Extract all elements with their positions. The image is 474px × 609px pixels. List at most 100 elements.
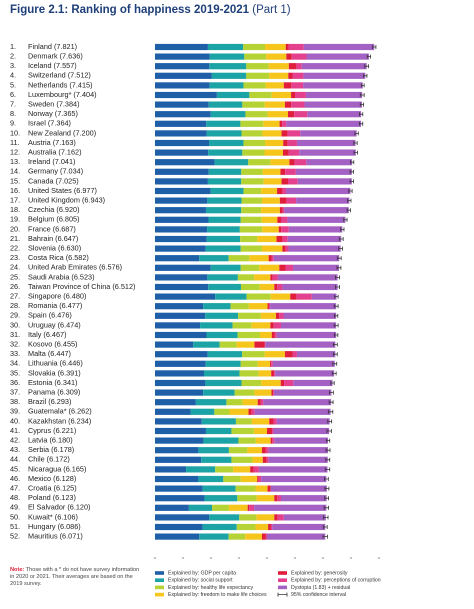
bar-segment [251, 418, 270, 425]
bar-segment [241, 130, 263, 137]
bar-segment [276, 418, 330, 425]
bar-segment [243, 187, 262, 195]
bar-segment [285, 43, 289, 51]
bar-segment [242, 101, 265, 108]
bar-segment [280, 379, 285, 387]
bar-segment [240, 475, 258, 483]
bar-segment [284, 101, 292, 108]
bar-segment [265, 43, 286, 51]
category-label: Italy (6.467) [28, 330, 67, 339]
category-label: Bahrain (6.647) [28, 234, 78, 243]
error-bar [327, 409, 334, 414]
error-bar [366, 54, 371, 59]
bar-segment [155, 130, 207, 137]
legend-label: Explained by: freedom to make life choic… [168, 592, 267, 598]
bar-segment [155, 447, 199, 454]
bar-segment [286, 197, 297, 204]
bar-segment [155, 389, 204, 396]
bar-segment [211, 72, 247, 79]
bar-segment [228, 504, 248, 511]
rank-label: 50. [10, 512, 20, 521]
bar-segment [272, 360, 335, 367]
bar-segment [233, 466, 251, 473]
bar-segment [284, 207, 349, 214]
bar-segment [241, 168, 263, 175]
error-bar [340, 227, 345, 232]
bar-segment [288, 63, 297, 70]
bar-segment [261, 447, 266, 454]
error-bar [359, 102, 364, 107]
bar-segment [254, 341, 265, 348]
bar-segment [155, 264, 211, 271]
bar-segment [283, 82, 292, 89]
category-label: Canada (7.025) [28, 176, 79, 185]
bar-segment [261, 245, 283, 252]
category-label: Mauritius (6.071) [28, 532, 83, 541]
bar-segment [247, 447, 262, 454]
category-label: Israel (7.364) [28, 119, 71, 128]
rank-label: 17. [10, 196, 20, 205]
bar-segment [242, 351, 265, 358]
bar-segment [273, 418, 277, 425]
error-bar [332, 352, 338, 357]
category-label: Germany (7.034) [28, 167, 83, 176]
bar-segment [254, 408, 331, 415]
bar-segment [251, 322, 271, 329]
bar-segment [155, 120, 207, 127]
legend-label: Explained by: perceptions of corruption [291, 578, 381, 584]
bar-segment [206, 331, 238, 339]
bar-segment [268, 63, 289, 70]
bar-segment [296, 351, 336, 358]
bar-segment [281, 178, 288, 185]
bar-segment [277, 216, 281, 223]
rank-label: 42. [10, 436, 20, 445]
bar-segment [306, 159, 353, 166]
bar-segment [279, 207, 283, 214]
category-label: Kazakhstan (6.234) [28, 416, 91, 425]
error-bar [328, 400, 334, 405]
bar-segment [296, 197, 350, 204]
category-label: Belgium (6.805) [28, 215, 80, 224]
category-label: Austria (7.163) [28, 138, 76, 147]
bar-segment [270, 274, 273, 281]
bar-segment [155, 514, 210, 521]
bar-segment [303, 82, 363, 89]
bar-segment [292, 72, 304, 79]
bar-segment [240, 360, 258, 367]
rank-label: 11. [10, 138, 20, 147]
bar-segment [286, 120, 362, 127]
rank-label: 9. [10, 119, 16, 128]
error-bar [332, 342, 338, 347]
bar-segment [241, 379, 262, 387]
bar-segment [281, 322, 337, 329]
category-label: Lithuania (6.446) [28, 359, 83, 368]
bar-segment [205, 312, 239, 319]
rank-label: 39. [10, 407, 20, 416]
bar-segment [304, 101, 362, 108]
bar-segment [195, 399, 227, 406]
bar-segment [269, 418, 274, 425]
error-bar [322, 534, 328, 539]
category-label: Slovenia (6.630) [28, 244, 81, 253]
error-bar [325, 457, 331, 462]
rank-label: 30. [10, 320, 20, 329]
rank-label: 5. [10, 80, 16, 89]
bar-segment [254, 389, 272, 396]
bar-segment [274, 370, 276, 377]
x-tick [210, 557, 212, 559]
bar-segment [262, 168, 281, 175]
error-bar [348, 189, 353, 193]
x-tick [378, 557, 380, 559]
category-label: Denmark (7.636) [28, 52, 83, 61]
bar-segment [238, 312, 261, 319]
category-label: Uruguay (6.474) [28, 320, 81, 329]
bar-segment [272, 523, 326, 531]
bar-segment [291, 82, 304, 89]
bar-segment [282, 187, 287, 195]
bar-segment [155, 427, 206, 435]
bar-segment [283, 514, 326, 521]
bar-segment [255, 523, 269, 531]
bar-segment [243, 82, 266, 89]
bar-segment [274, 283, 278, 291]
category-label: Australia (7.162) [28, 148, 82, 157]
